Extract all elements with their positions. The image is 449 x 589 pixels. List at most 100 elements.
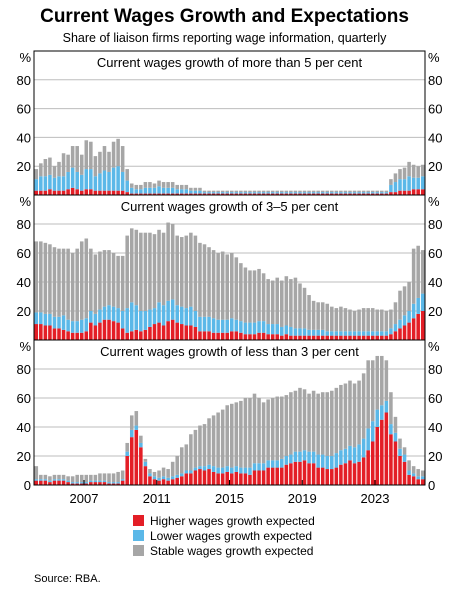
bar-segment bbox=[361, 193, 366, 195]
bar-segment bbox=[175, 474, 179, 478]
bar-segment bbox=[48, 174, 52, 190]
bar-segment bbox=[225, 193, 229, 195]
bar-segment bbox=[157, 302, 161, 323]
bar-segment bbox=[125, 180, 129, 193]
bar-segment bbox=[220, 409, 225, 468]
bar-segment bbox=[230, 331, 234, 340]
bar-segment bbox=[89, 141, 93, 170]
legend-swatch bbox=[133, 530, 144, 541]
bar-segment bbox=[198, 187, 202, 191]
panel-title: Current wages growth of less than 3 per … bbox=[100, 344, 359, 359]
bar-segment bbox=[270, 192, 275, 194]
bar-segment bbox=[357, 331, 361, 336]
bar-segment bbox=[357, 444, 361, 462]
bar-segment bbox=[389, 179, 393, 185]
bar-segment bbox=[70, 476, 75, 483]
bar-segment bbox=[84, 169, 89, 190]
y-tick-label-left: 60 bbox=[17, 246, 31, 261]
bar-segment bbox=[93, 156, 98, 177]
bar-segment bbox=[261, 273, 266, 322]
bar-segment bbox=[325, 303, 330, 332]
bar-segment bbox=[79, 174, 84, 191]
bar-segment bbox=[348, 192, 352, 194]
y-tick-label-right: 60 bbox=[428, 102, 442, 117]
bar-segment bbox=[202, 470, 207, 485]
bar-segment bbox=[48, 476, 52, 481]
y-tick-label-left: 20 bbox=[17, 159, 31, 174]
bar-segment bbox=[84, 331, 89, 340]
bar-segment bbox=[366, 308, 370, 332]
bar-segment bbox=[311, 192, 316, 194]
bar-segment bbox=[325, 190, 330, 193]
legend-swatch bbox=[133, 545, 144, 556]
bar-segment bbox=[389, 434, 393, 485]
y-tick-label-left: 80 bbox=[17, 73, 31, 88]
bar-segment bbox=[307, 393, 311, 452]
bar-segment bbox=[120, 311, 125, 329]
bar-segment bbox=[398, 448, 402, 456]
bar-segment bbox=[143, 187, 148, 194]
bar-segment bbox=[48, 244, 52, 314]
bar-segment bbox=[407, 474, 411, 485]
bar-segment bbox=[270, 467, 275, 485]
bar-segment bbox=[407, 161, 411, 177]
bar-segment bbox=[43, 176, 48, 191]
bar-segment bbox=[266, 193, 270, 195]
bar-segment bbox=[393, 441, 398, 485]
y-tick-label-left: 80 bbox=[17, 362, 31, 377]
bar-segment bbox=[148, 476, 152, 485]
bar-segment bbox=[143, 461, 148, 467]
bar-segment bbox=[334, 387, 339, 454]
bar-segment bbox=[270, 324, 275, 335]
bar-segment bbox=[98, 473, 102, 481]
bar-segment bbox=[420, 293, 425, 311]
bar-segment bbox=[393, 331, 398, 340]
bar-segment bbox=[152, 308, 157, 325]
bar-segment bbox=[302, 287, 307, 329]
bar-segment bbox=[380, 193, 384, 195]
bar-segment bbox=[402, 179, 407, 191]
bar-segment bbox=[348, 460, 352, 485]
bar-segment bbox=[402, 447, 407, 455]
bar-segment bbox=[143, 329, 148, 340]
bar-segment bbox=[193, 467, 198, 471]
bar-segment bbox=[125, 308, 129, 333]
bar-segment bbox=[380, 405, 384, 420]
y-tick-label-right: 20 bbox=[428, 304, 442, 319]
bar-segment bbox=[270, 460, 275, 468]
bar-segment bbox=[98, 480, 102, 483]
bar-segment bbox=[175, 305, 179, 323]
bar-segment bbox=[266, 467, 270, 485]
bar-segment bbox=[298, 193, 302, 195]
bar-segment bbox=[398, 290, 402, 320]
bar-segment bbox=[339, 331, 343, 336]
bar-segment bbox=[84, 482, 89, 484]
bar-segment bbox=[293, 461, 298, 485]
bar-segment bbox=[266, 279, 270, 325]
bar-segment bbox=[220, 192, 225, 194]
bar-segment bbox=[75, 483, 79, 485]
bar-segment bbox=[416, 177, 420, 190]
bar-segment bbox=[70, 146, 75, 168]
bar-segment bbox=[139, 232, 143, 311]
bar-segment bbox=[34, 241, 39, 313]
bar-segment bbox=[179, 447, 184, 474]
bar-segment bbox=[120, 328, 125, 340]
bar-segment bbox=[234, 466, 239, 472]
bar-segment bbox=[170, 299, 175, 320]
bar-segment bbox=[230, 473, 234, 485]
bar-segment bbox=[289, 392, 293, 455]
bar-segment bbox=[79, 319, 84, 333]
bar-segment bbox=[193, 429, 198, 468]
bar-segment bbox=[202, 466, 207, 471]
bar-segment bbox=[43, 159, 48, 177]
bar-segment bbox=[216, 193, 220, 195]
bar-segment bbox=[207, 418, 211, 465]
bar-segment bbox=[243, 192, 248, 194]
bar-segment bbox=[261, 332, 266, 340]
bar-segment bbox=[280, 458, 284, 468]
bar-segment bbox=[61, 479, 66, 481]
bar-segment bbox=[129, 331, 134, 340]
bar-segment bbox=[79, 154, 84, 175]
bar-segment bbox=[307, 192, 311, 194]
